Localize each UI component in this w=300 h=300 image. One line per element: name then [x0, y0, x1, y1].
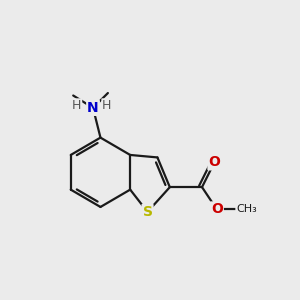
Text: H: H — [72, 99, 82, 112]
Text: O: O — [208, 155, 220, 170]
Text: O: O — [211, 202, 223, 216]
Text: S: S — [142, 205, 152, 219]
Text: CH₃: CH₃ — [236, 204, 257, 214]
Text: H: H — [102, 99, 111, 112]
Text: N: N — [87, 101, 99, 115]
